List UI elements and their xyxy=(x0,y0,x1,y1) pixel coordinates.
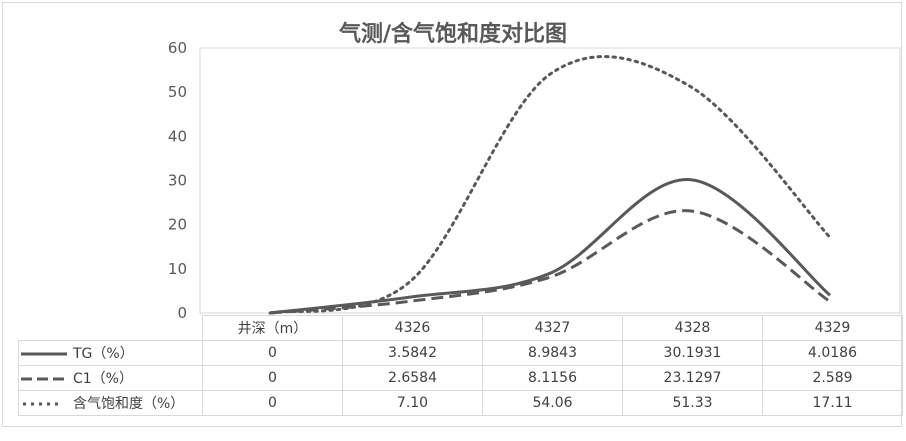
data-label: 2.589 xyxy=(762,365,903,391)
series-line-1 xyxy=(269,209,831,315)
data-label: 2.6584 xyxy=(342,365,483,391)
y-tick-label: 40 xyxy=(168,127,187,145)
plot-border xyxy=(199,47,901,314)
data-table: 井深（m） 4326 4327 4328 4329 TG（%） 0 3.5842… xyxy=(18,315,903,416)
data-label: 30.1931 xyxy=(622,340,763,366)
legend-entry-tg: TG（%） xyxy=(18,340,203,366)
data-label: 0 xyxy=(202,365,343,391)
data-label: 8.1156 xyxy=(482,365,623,391)
series-name: TG（%） xyxy=(73,346,134,362)
y-tick-label: 50 xyxy=(168,83,187,101)
legend-entry-gas-saturation: 含气饱和度（%） xyxy=(18,390,203,416)
table-row: TG（%） 0 3.5842 8.9843 30.1931 4.0186 xyxy=(18,340,903,366)
data-label: 4.0186 xyxy=(762,340,903,366)
table-corner xyxy=(18,315,203,341)
series-name: 含气饱和度（%） xyxy=(73,396,185,412)
solid-line-key-icon xyxy=(21,352,67,356)
data-label: 8.9843 xyxy=(482,340,623,366)
dotted-line-key-icon xyxy=(23,402,61,406)
data-label: 0 xyxy=(202,340,343,366)
category-label: 4329 xyxy=(762,315,903,341)
data-label: 3.5842 xyxy=(342,340,483,366)
chart-frame xyxy=(2,2,902,427)
category-label: 4328 xyxy=(622,315,763,341)
table-header-row: 井深（m） 4326 4327 4328 4329 xyxy=(18,315,903,341)
data-label: 7.10 xyxy=(342,390,483,416)
chart-title: 气测/含气饱和度对比图 xyxy=(338,22,568,47)
data-label: 0 xyxy=(202,390,343,416)
category-label: 4326 xyxy=(342,315,483,341)
data-label: 54.06 xyxy=(482,390,623,416)
data-label: 23.1297 xyxy=(622,365,763,391)
table-row: C1（%） 0 2.6584 8.1156 23.1297 2.589 xyxy=(18,365,903,391)
y-tick-label: 30 xyxy=(168,172,187,190)
y-tick-label: 20 xyxy=(168,216,187,234)
data-label: 51.33 xyxy=(622,390,763,416)
y-tick-label: 10 xyxy=(168,260,187,278)
series-line-2 xyxy=(268,55,832,315)
y-tick-label: 60 xyxy=(168,39,187,57)
y-tick-label: 0 xyxy=(177,304,187,322)
dashed-line-key-icon xyxy=(21,377,67,381)
category-label: 井深（m） xyxy=(202,315,343,341)
series-name: C1（%） xyxy=(73,371,133,387)
data-label: 17.11 xyxy=(762,390,903,416)
series-line-0 xyxy=(269,178,831,315)
table-row: 含气饱和度（%） 0 7.10 54.06 51.33 17.11 xyxy=(18,390,903,416)
category-label: 4327 xyxy=(482,315,623,341)
legend-entry-c1: C1（%） xyxy=(18,365,203,391)
